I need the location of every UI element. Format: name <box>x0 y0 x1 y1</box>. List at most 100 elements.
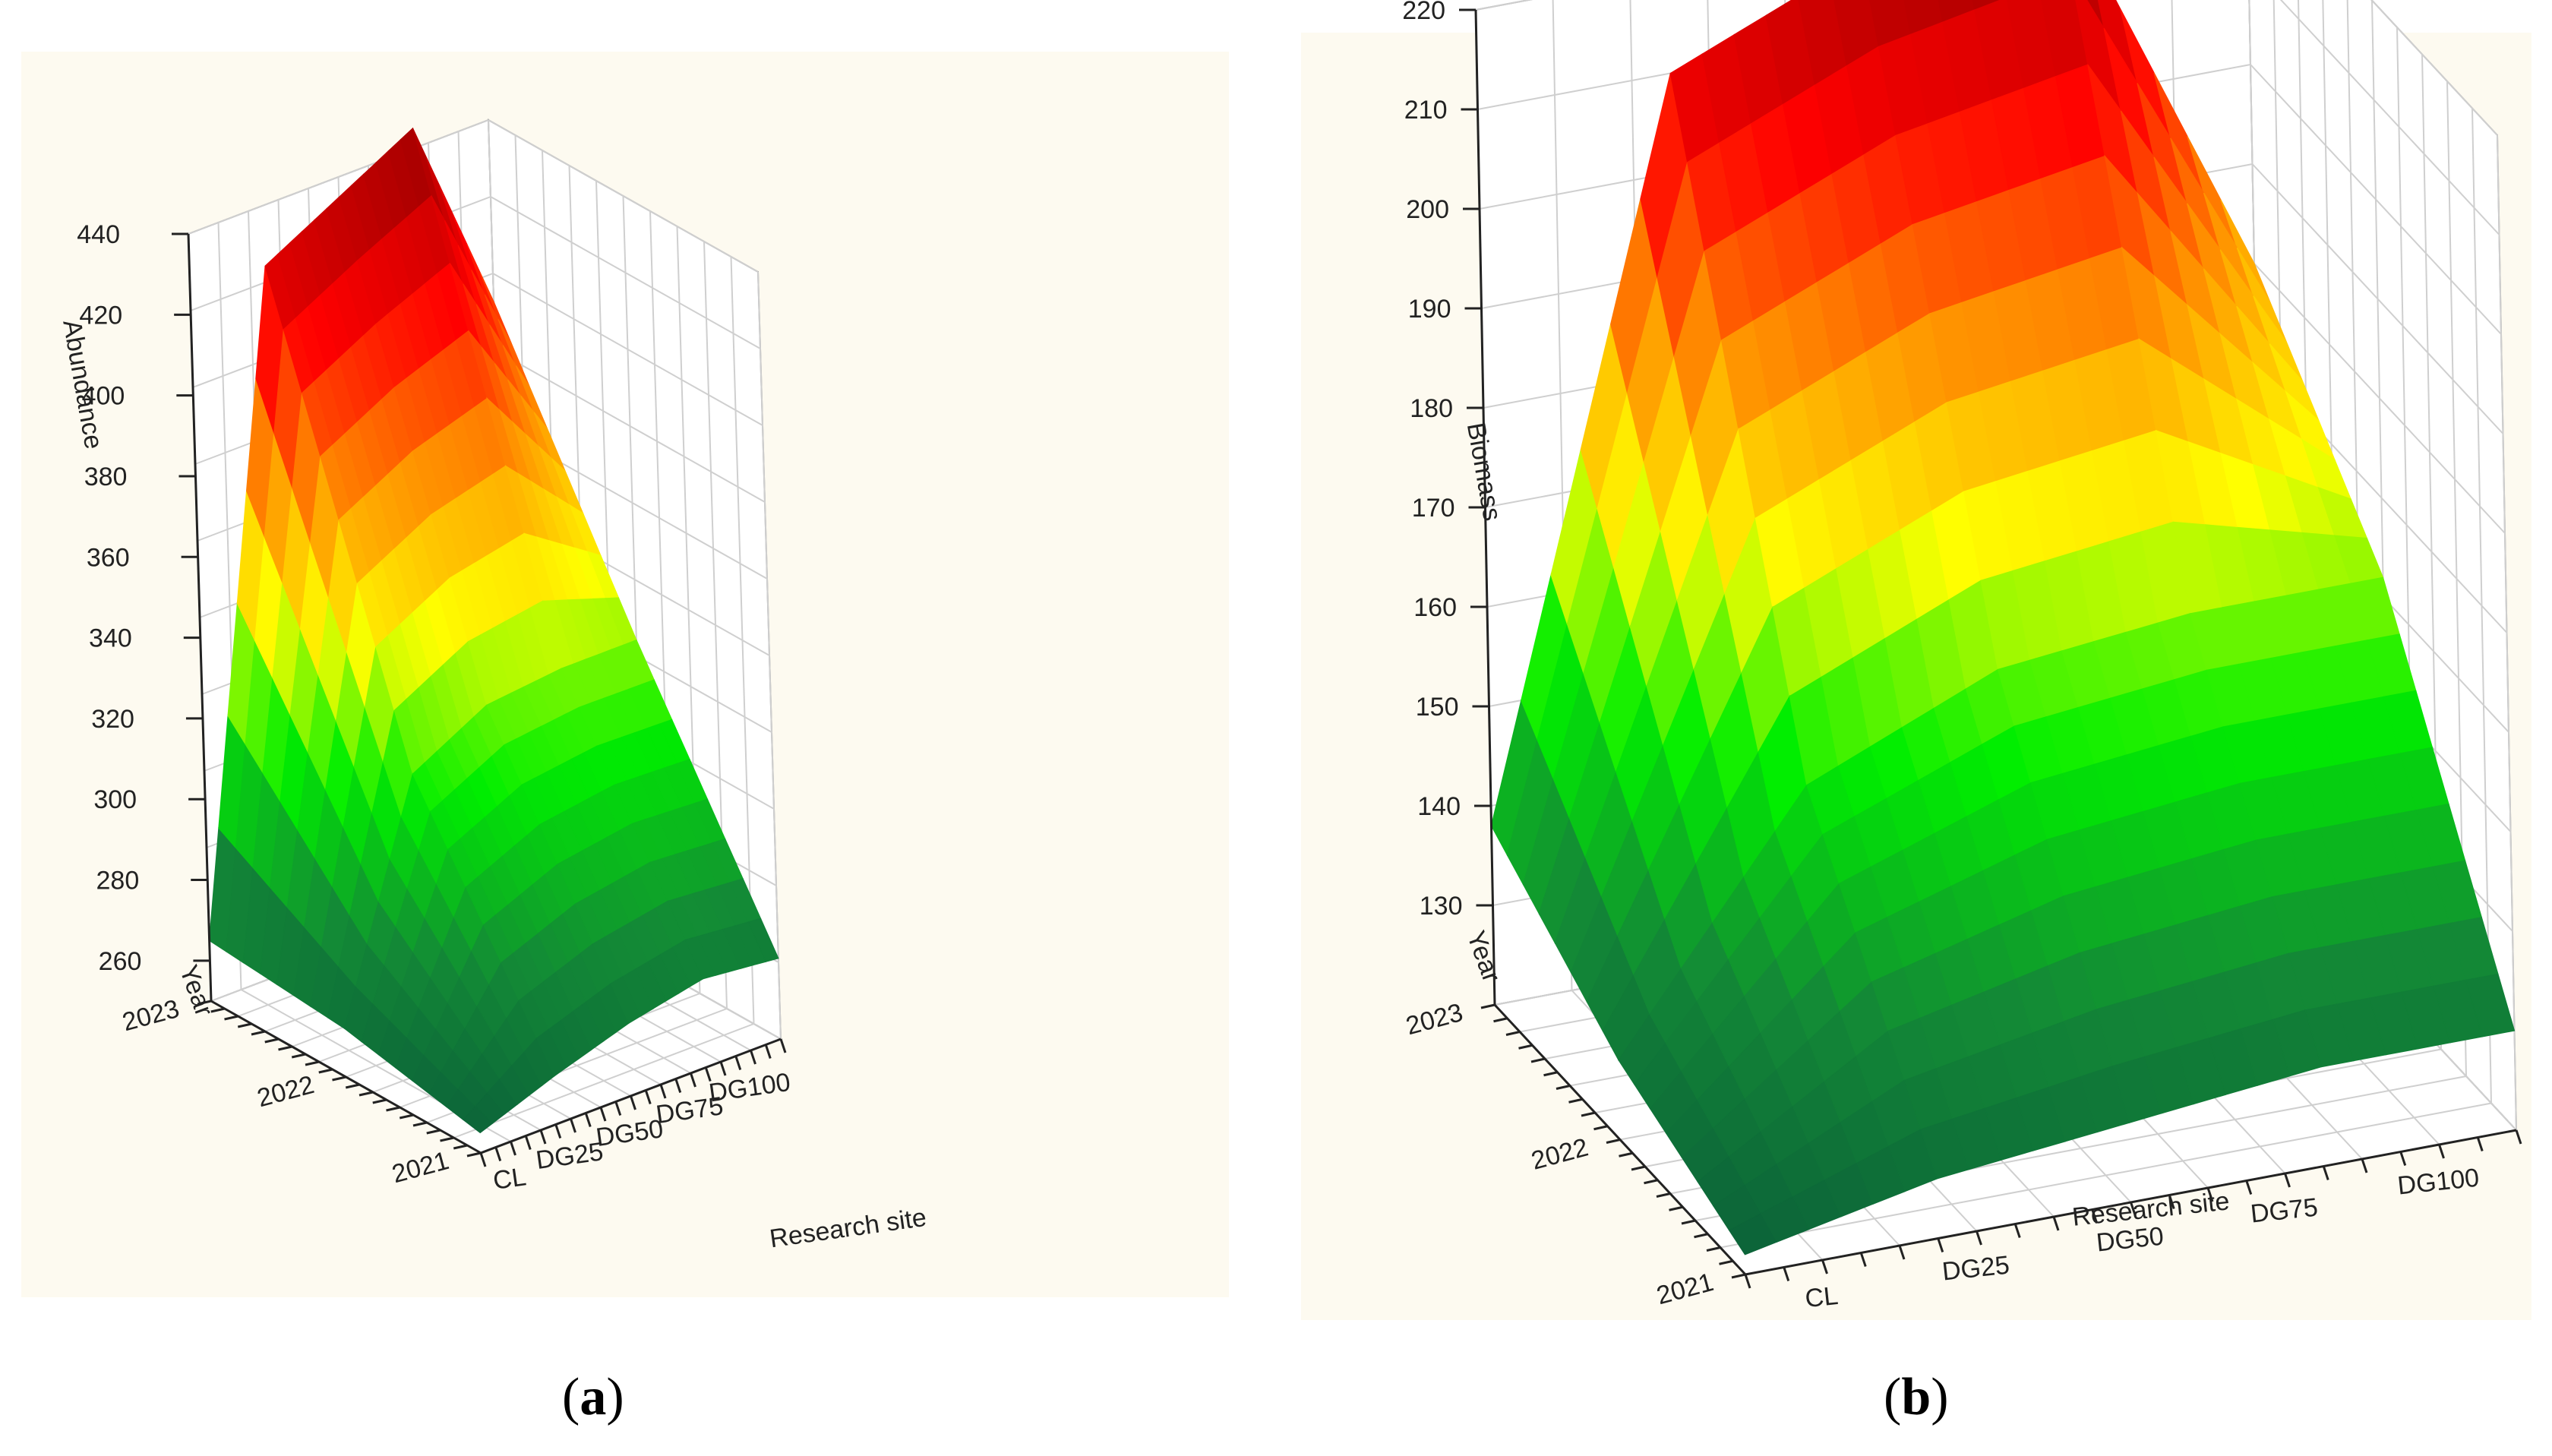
z-axis-line <box>1474 9 1496 1006</box>
site-minor-tick <box>1744 1274 1751 1289</box>
surface <box>1490 0 2516 1255</box>
site-minor-tick <box>2052 1216 2060 1231</box>
year-minor-tick <box>1518 1044 1533 1050</box>
year-minor-tick <box>1593 1125 1608 1131</box>
z-tick-label: 200 <box>1406 195 1449 224</box>
year-minor-tick <box>1493 1017 1508 1023</box>
surface <box>208 127 779 1134</box>
year-minor-tick <box>1619 1151 1633 1158</box>
year-tick-label: 2023 <box>119 994 182 1037</box>
site-minor-tick <box>554 1124 562 1139</box>
year-minor-tick <box>278 1045 292 1051</box>
year-minor-tick <box>1669 1205 1683 1211</box>
site-minor-tick <box>584 1113 592 1127</box>
year-tick-label: 2022 <box>1528 1133 1591 1176</box>
surface-chart-b: 130 140 150 160 170 180 190 200 210 220 2021 2022 20… <box>1402 0 2522 1313</box>
year-minor-tick <box>426 1129 441 1135</box>
year-minor-tick <box>1681 1219 1696 1225</box>
z-tick-label: 300 <box>93 785 137 814</box>
year-minor-tick <box>372 1098 387 1104</box>
z-tick-label: 440 <box>77 220 120 249</box>
year-tick-label: 2021 <box>389 1146 452 1189</box>
year-minor-tick <box>197 1000 212 1006</box>
site-minor-tick <box>599 1107 607 1122</box>
z-tick-label: 160 <box>1413 593 1457 622</box>
site-minor-tick <box>1976 1230 1982 1246</box>
site-minor-tick <box>734 1056 742 1070</box>
site-minor-tick <box>764 1044 772 1059</box>
year-minor-tick <box>412 1121 428 1127</box>
year-minor-tick <box>332 1075 346 1082</box>
site-minor-tick <box>630 1095 636 1110</box>
year-minor-tick <box>1556 1085 1571 1090</box>
z-tick-label: 400 <box>82 382 125 411</box>
site-minor-tick <box>614 1101 622 1116</box>
z-tick-label: 190 <box>1408 295 1451 324</box>
year-minor-tick <box>1706 1246 1721 1252</box>
grid-line <box>757 271 782 1040</box>
year-minor-tick <box>358 1091 374 1097</box>
z-tick-label: 340 <box>89 624 132 653</box>
site-tick-label: DG50 <box>2095 1222 2165 1258</box>
site-minor-tick <box>2322 1166 2329 1180</box>
site-minor-tick <box>2013 1224 2021 1238</box>
site-minor-tick <box>2168 1195 2175 1209</box>
year-minor-tick <box>466 1151 482 1158</box>
site-minor-tick <box>674 1079 682 1093</box>
z-tick-label: 130 <box>1420 892 1463 921</box>
year-minor-tick <box>386 1106 400 1112</box>
site-minor-tick <box>479 1152 487 1167</box>
z-axis-line <box>187 233 213 1002</box>
year-minor-tick <box>1731 1273 1746 1279</box>
surface-patch <box>2465 973 2516 1038</box>
site-minor-tick <box>1859 1252 1867 1267</box>
surface-patch <box>747 918 779 962</box>
z-tick-label: 140 <box>1417 792 1461 821</box>
site-minor-tick <box>644 1090 652 1104</box>
z-tick-label: 170 <box>1412 494 1455 523</box>
site-minor-tick <box>690 1072 696 1088</box>
year-minor-tick <box>399 1113 414 1120</box>
year-minor-tick <box>1644 1179 1658 1185</box>
z-tick-label: 210 <box>1404 96 1448 125</box>
year-minor-tick <box>1543 1071 1558 1077</box>
year-minor-tick <box>440 1136 454 1142</box>
site-minor-tick <box>1937 1238 1944 1252</box>
z-tick-label: 280 <box>96 867 140 895</box>
site-tick-label: CL <box>1804 1281 1840 1313</box>
site-minor-tick <box>524 1135 532 1150</box>
year-minor-tick <box>345 1083 360 1089</box>
site-minor-tick <box>1783 1267 1790 1281</box>
site-minor-tick <box>494 1147 502 1161</box>
z-tick-label: 220 <box>1402 0 1445 25</box>
year-tick-label: 2023 <box>1403 998 1466 1041</box>
site-minor-tick <box>2206 1187 2214 1202</box>
caption-b: (b) <box>1884 1368 1949 1426</box>
site-axis-title: Research site <box>768 1203 928 1254</box>
z-tick-label: 420 <box>79 301 122 330</box>
year-minor-tick <box>251 1030 266 1036</box>
year-minor-tick <box>237 1022 252 1028</box>
site-minor-tick <box>2245 1180 2253 1195</box>
caption-a: (a) <box>562 1368 624 1426</box>
site-minor-tick <box>719 1061 727 1076</box>
year-tick-label: 2021 <box>1653 1268 1717 1310</box>
grid-line <box>2497 134 2517 1131</box>
z-tick-label: 180 <box>1410 394 1453 423</box>
year-minor-tick <box>1530 1057 1546 1063</box>
site-minor-tick <box>2091 1209 2099 1224</box>
year-minor-tick <box>1631 1165 1646 1171</box>
year-tick-label: 2022 <box>254 1070 317 1113</box>
site-minor-tick <box>779 1038 787 1053</box>
grid-line <box>2471 108 2492 1104</box>
year-minor-tick <box>1505 1031 1521 1036</box>
site-tick-label: CL <box>491 1162 528 1195</box>
z-tick-label: 380 <box>84 463 128 491</box>
site-minor-tick <box>1821 1259 1828 1274</box>
z-tick-label: 320 <box>91 705 134 734</box>
site-tick-label: DG75 <box>2249 1193 2319 1229</box>
site-minor-tick <box>2476 1137 2484 1151</box>
year-minor-tick <box>291 1053 306 1059</box>
site-minor-tick <box>2438 1144 2445 1159</box>
grid-line <box>1720 1102 2492 1249</box>
